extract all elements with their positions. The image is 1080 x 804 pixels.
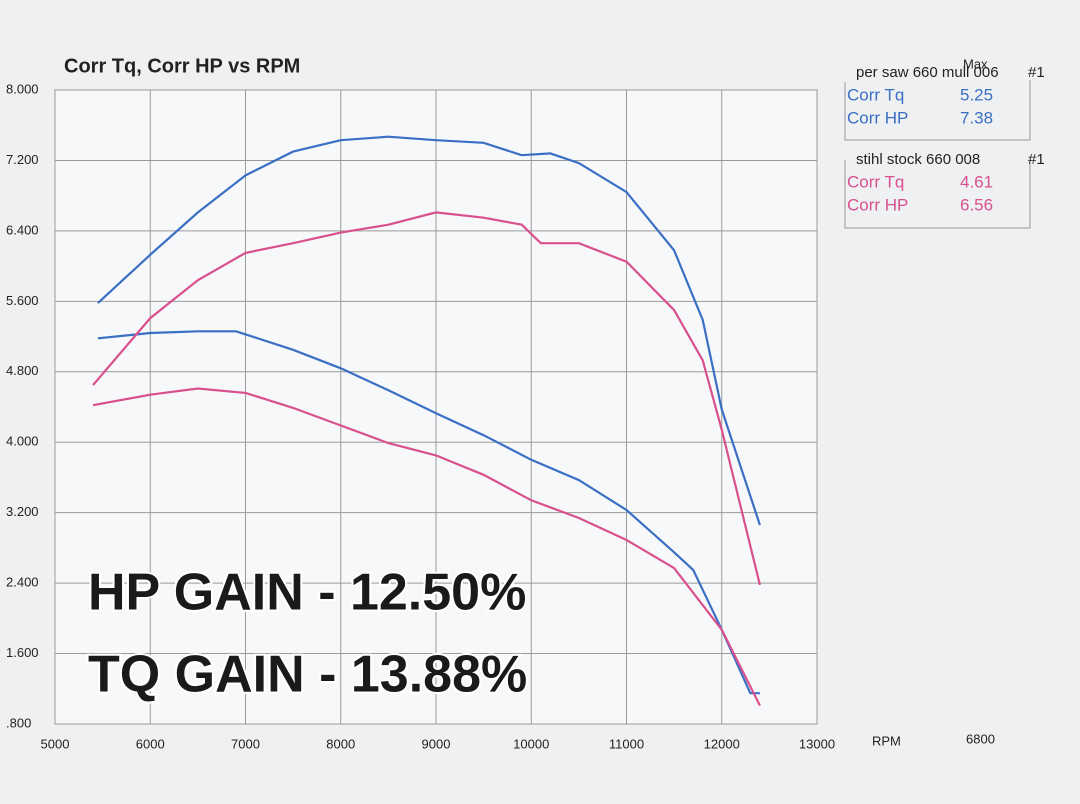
y-tick-label: 2.400: [6, 575, 39, 590]
x-axis-label: RPM: [872, 733, 901, 748]
y-tick-label: 1.600: [6, 645, 39, 660]
legend-title: per saw 660 mull 006: [856, 64, 999, 81]
legend-entry: Corr HP: [847, 195, 908, 214]
legend-entry: Corr Tq: [847, 172, 904, 191]
line: [92, 387, 761, 706]
legend-box: [844, 80, 1031, 141]
x-tick-label: 9000: [422, 736, 451, 751]
legend-box: [844, 158, 1031, 229]
legend-header: Max: [963, 56, 988, 71]
annotation: HP GAIN - 12.50%: [88, 564, 526, 622]
y-tick-label: 6.400: [6, 222, 39, 237]
y-tick-label: 7.200: [6, 152, 39, 167]
y-tick-label: 8.000: [6, 81, 39, 96]
x-tick-label: 10000: [513, 736, 549, 751]
x-tick-label: 5000: [41, 736, 70, 751]
legend: [844, 80, 1031, 229]
legend-max: 5.25: [960, 85, 993, 104]
x-tick-label: 7000: [231, 736, 260, 751]
x-tick-label: 6000: [136, 736, 165, 751]
y-tick-label: 4.800: [6, 363, 39, 378]
legend-entry: Corr Tq: [847, 85, 904, 104]
y-tick-label: 4.000: [6, 434, 39, 449]
legend-entry: Corr HP: [847, 108, 908, 127]
x-tick-label: 13000: [799, 736, 835, 751]
legend-max: 7.38: [960, 108, 993, 127]
legend-title: stihl stock 660 008: [856, 151, 980, 168]
line: [97, 330, 760, 695]
line: [97, 135, 761, 526]
rpm-readout: 6800: [966, 731, 995, 746]
x-tick-label: 8000: [326, 736, 355, 751]
legend-run: #1: [1028, 151, 1045, 168]
legend-max: 4.61: [960, 172, 993, 191]
chart-title: Corr Tq, Corr HP vs RPM: [64, 55, 300, 77]
y-tick-label: .800: [6, 715, 31, 730]
legend-run: #1: [1028, 64, 1045, 81]
x-tick-label: 12000: [704, 736, 740, 751]
legend-max: 6.56: [960, 195, 993, 214]
y-tick-label: 5.600: [6, 293, 39, 308]
annotation: TQ GAIN - 13.88%: [88, 646, 527, 704]
x-tick-label: 11000: [609, 736, 644, 751]
line: [92, 211, 761, 586]
y-tick-label: 3.200: [6, 504, 39, 519]
